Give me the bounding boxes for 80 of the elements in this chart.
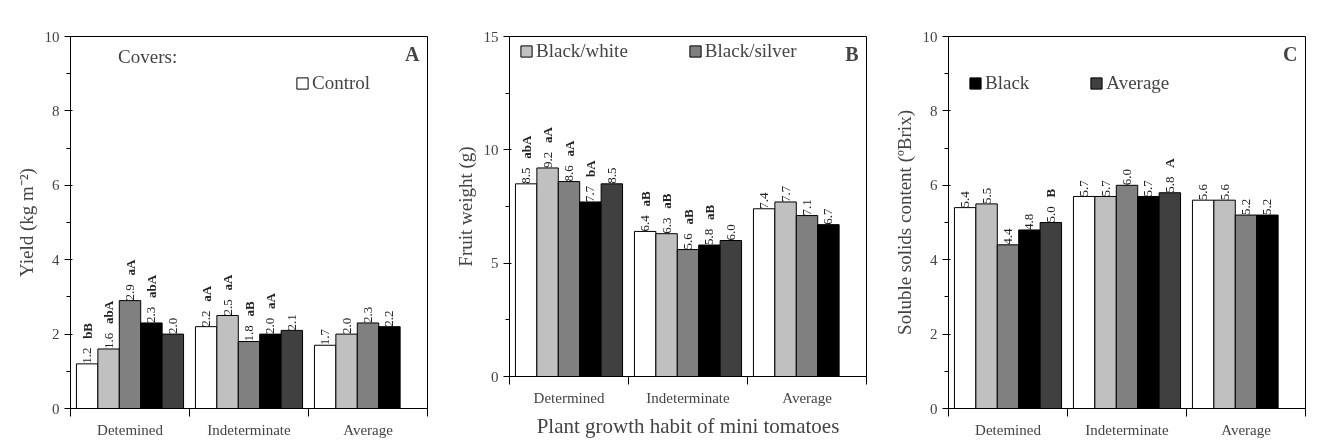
text: 1.6 abA	[100, 300, 117, 349]
legend-label: Black	[985, 72, 1030, 94]
x-axis-title: Plant growth habit of mini tomatoes	[536, 413, 840, 438]
y-tick-label: 4	[52, 251, 60, 268]
annotation: C	[1283, 42, 1298, 65]
data-label: 2.0	[164, 317, 180, 335]
x-tick-label: Average	[343, 421, 394, 438]
annotation: A	[405, 42, 421, 65]
y-tick-label: 10	[44, 28, 60, 45]
text: 6.3 aB	[658, 193, 675, 234]
data-label: 5.7	[1140, 179, 1156, 197]
text: 2.5 aA	[219, 274, 236, 316]
legend-title: Covers:	[118, 45, 178, 67]
text: 2.9 aA	[122, 259, 138, 301]
data-label: 5.5	[978, 187, 994, 204]
text: 1.2 bB	[79, 322, 95, 364]
text: 1.8 aB	[241, 301, 257, 342]
x-tick-label: Determined	[533, 389, 605, 406]
legend-label: Black/white	[536, 40, 628, 62]
y-tick-label: 6	[930, 177, 938, 194]
text: 8.5 abA	[518, 135, 534, 184]
y-tick-label: 10	[922, 28, 938, 45]
data-label: 5.2	[1238, 198, 1253, 216]
data-label: 7.1	[799, 199, 814, 216]
y-axis-title: Yield (kg m⁻²)	[15, 168, 38, 277]
x-tick-label: Indeterminate	[207, 421, 291, 438]
x-tick-label: Detemined	[97, 421, 164, 438]
text: 2.3 abA	[143, 274, 159, 323]
data-label: 5.4	[957, 190, 973, 208]
x-tick-label: Average	[1221, 421, 1272, 438]
y-tick-label: 5	[491, 255, 499, 272]
y-tick-label: 15	[483, 28, 499, 45]
x-tick-label: Average	[782, 389, 833, 406]
y-tick-label: 8	[930, 102, 938, 119]
data-label: 4.4	[1000, 228, 1015, 245]
data-label: 5.6	[1195, 183, 1211, 201]
x-tick-label: Indeterminate	[1085, 421, 1169, 438]
y-axis-title: Fruit weight (g)	[454, 146, 477, 267]
y-axis-title: Soluble solids content (ºBrix)	[893, 110, 916, 335]
x-tick-label: Detemined	[975, 421, 1042, 438]
data-label: 5.6	[1216, 183, 1232, 201]
data-label: 6.7	[820, 207, 836, 225]
text: 5.8 A	[1161, 158, 1178, 193]
data-label: 8.5	[603, 167, 619, 184]
legend-label: Average	[1106, 72, 1170, 94]
data-label: 7.4	[756, 192, 772, 209]
data-label: 1.7	[317, 328, 333, 346]
y-tick-label: 0	[52, 400, 60, 417]
y-tick-label: 8	[52, 102, 60, 119]
y-tick-label: 10	[483, 141, 499, 158]
data-label: 6.0	[722, 224, 738, 241]
annotation: B	[845, 42, 859, 65]
data-label: 2.1	[283, 314, 299, 331]
text: 2.2 aA	[198, 285, 214, 327]
text: 5.6 aB	[680, 209, 696, 250]
y-tick-label: 4	[930, 251, 938, 268]
data-label: 5.2	[1259, 198, 1275, 216]
data-label: 5.7	[1097, 179, 1113, 197]
data-label: 6.0	[1119, 169, 1134, 186]
text: 9.2 aA	[539, 127, 556, 168]
text: 5.0 B	[1042, 188, 1059, 223]
x-tick-label: Indeterminate	[646, 389, 730, 406]
y-tick-label: 0	[491, 368, 499, 385]
legend-label: Control	[312, 72, 371, 94]
text: 5.8 aB	[701, 204, 717, 246]
data-label: 2.3	[360, 306, 375, 323]
y-tick-label: 2	[930, 326, 938, 343]
data-label: 7.7	[777, 185, 793, 202]
data-label: 5.7	[1076, 179, 1092, 197]
y-tick-label: 0	[930, 400, 938, 417]
text: 2.0 aA	[262, 293, 278, 335]
legend-label: Black/silver	[704, 40, 797, 62]
data-label: 2.0	[338, 317, 354, 335]
text: 7.7 bA	[582, 160, 598, 202]
text: 6.4 aB	[637, 191, 653, 232]
data-label: 2.2	[381, 310, 397, 327]
y-tick-label: 6	[52, 177, 60, 194]
data-label: 4.8	[1021, 213, 1037, 230]
y-tick-label: 2	[52, 326, 60, 343]
text: 8.6 aA	[561, 140, 577, 182]
